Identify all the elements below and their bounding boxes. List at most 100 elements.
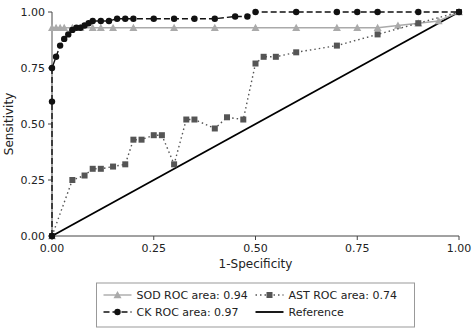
- x-tick-label: 0.50: [243, 242, 268, 255]
- point: [139, 137, 145, 143]
- point: [224, 114, 230, 120]
- point: [435, 17, 443, 24]
- point: [253, 61, 259, 67]
- point: [170, 24, 178, 31]
- legend-swatch: [256, 311, 284, 313]
- point: [240, 117, 246, 123]
- point: [252, 24, 260, 31]
- point: [212, 125, 218, 131]
- legend-marker: [114, 309, 120, 315]
- legend-label: AST ROC area: 0.74: [289, 289, 397, 302]
- point: [212, 16, 218, 22]
- series-line: [52, 12, 459, 236]
- point: [49, 98, 55, 104]
- point: [122, 16, 128, 22]
- point: [151, 16, 157, 22]
- point: [49, 233, 55, 239]
- point: [333, 24, 341, 31]
- point: [292, 24, 300, 31]
- x-tick-label: 0.25: [142, 242, 167, 255]
- x-axis-label: 1-Specificity: [219, 257, 293, 271]
- point: [374, 24, 382, 31]
- point: [60, 24, 68, 31]
- y-tick: [48, 12, 52, 13]
- point: [97, 24, 105, 31]
- series: [49, 9, 462, 239]
- x-tick: [255, 236, 256, 240]
- point: [273, 54, 279, 60]
- point: [48, 232, 56, 239]
- x-tick-label: 1.00: [447, 242, 472, 255]
- point: [455, 8, 463, 15]
- x-tick: [459, 236, 460, 240]
- chart: 0.00 0.25 0.50 0.75 1.00 0.00 0.25 0.50 0.75 1.00…: [0, 0, 474, 330]
- y-tick-label: 1.00: [21, 6, 46, 19]
- series-line: [52, 12, 459, 236]
- point: [130, 16, 136, 22]
- point: [49, 65, 55, 71]
- series-line: [52, 12, 459, 236]
- legend-marker: [114, 291, 122, 298]
- point: [414, 19, 422, 26]
- legend-marker: [267, 292, 273, 298]
- point: [415, 9, 421, 15]
- x-tick-label: 0.75: [345, 242, 370, 255]
- point: [353, 24, 361, 31]
- series: [52, 12, 459, 236]
- point: [394, 21, 402, 28]
- point: [90, 166, 96, 172]
- point: [183, 117, 189, 123]
- y-tick-label: 0.25: [21, 174, 46, 187]
- y-tick-label: 0.50: [21, 118, 46, 131]
- legend-item: SOD ROC area: 0.94: [104, 289, 248, 302]
- legend-label: CK ROC area: 0.97: [137, 306, 239, 319]
- point: [334, 43, 340, 49]
- point: [98, 166, 104, 172]
- point: [69, 177, 75, 183]
- axes: 0.00 0.25 0.50 0.75 1.00 0.00 0.25 0.50 0.75 1.00: [21, 6, 472, 255]
- point: [261, 54, 267, 60]
- point: [334, 9, 340, 15]
- point: [191, 16, 197, 22]
- point: [191, 117, 197, 123]
- point: [114, 16, 120, 22]
- point: [456, 9, 462, 15]
- x-tick-label: 0.00: [40, 242, 65, 255]
- legend-label: SOD ROC area: 0.94: [137, 289, 248, 302]
- point: [110, 164, 116, 170]
- y-tick-label: 0.00: [21, 230, 46, 243]
- y-tick-label: 0.75: [21, 62, 46, 75]
- point: [49, 233, 55, 239]
- legend-frame: [97, 283, 415, 327]
- plot-area: [48, 8, 463, 239]
- legend-item: Reference: [256, 306, 345, 319]
- point: [232, 13, 238, 19]
- legend: SOD ROC area: 0.94 AST ROC area: 0.74 CK R…: [97, 283, 415, 327]
- legend-item: AST ROC area: 0.74: [256, 289, 397, 302]
- point: [98, 18, 104, 24]
- point: [375, 31, 381, 37]
- point: [90, 18, 96, 24]
- point: [57, 42, 63, 48]
- point: [106, 18, 112, 24]
- point: [244, 13, 250, 19]
- series-line: [52, 12, 459, 236]
- point: [415, 20, 421, 26]
- point: [211, 24, 219, 31]
- point: [252, 9, 258, 15]
- point: [151, 132, 157, 138]
- point: [122, 161, 128, 167]
- series: [48, 8, 463, 239]
- point: [130, 137, 136, 143]
- point: [171, 161, 177, 167]
- point: [53, 54, 59, 60]
- point: [129, 24, 137, 31]
- point: [293, 49, 299, 55]
- x-tick: [153, 236, 154, 240]
- point: [456, 9, 462, 15]
- x-tick: [357, 236, 358, 240]
- series: [49, 9, 462, 239]
- point: [171, 16, 177, 22]
- point: [354, 9, 360, 15]
- point: [293, 9, 299, 15]
